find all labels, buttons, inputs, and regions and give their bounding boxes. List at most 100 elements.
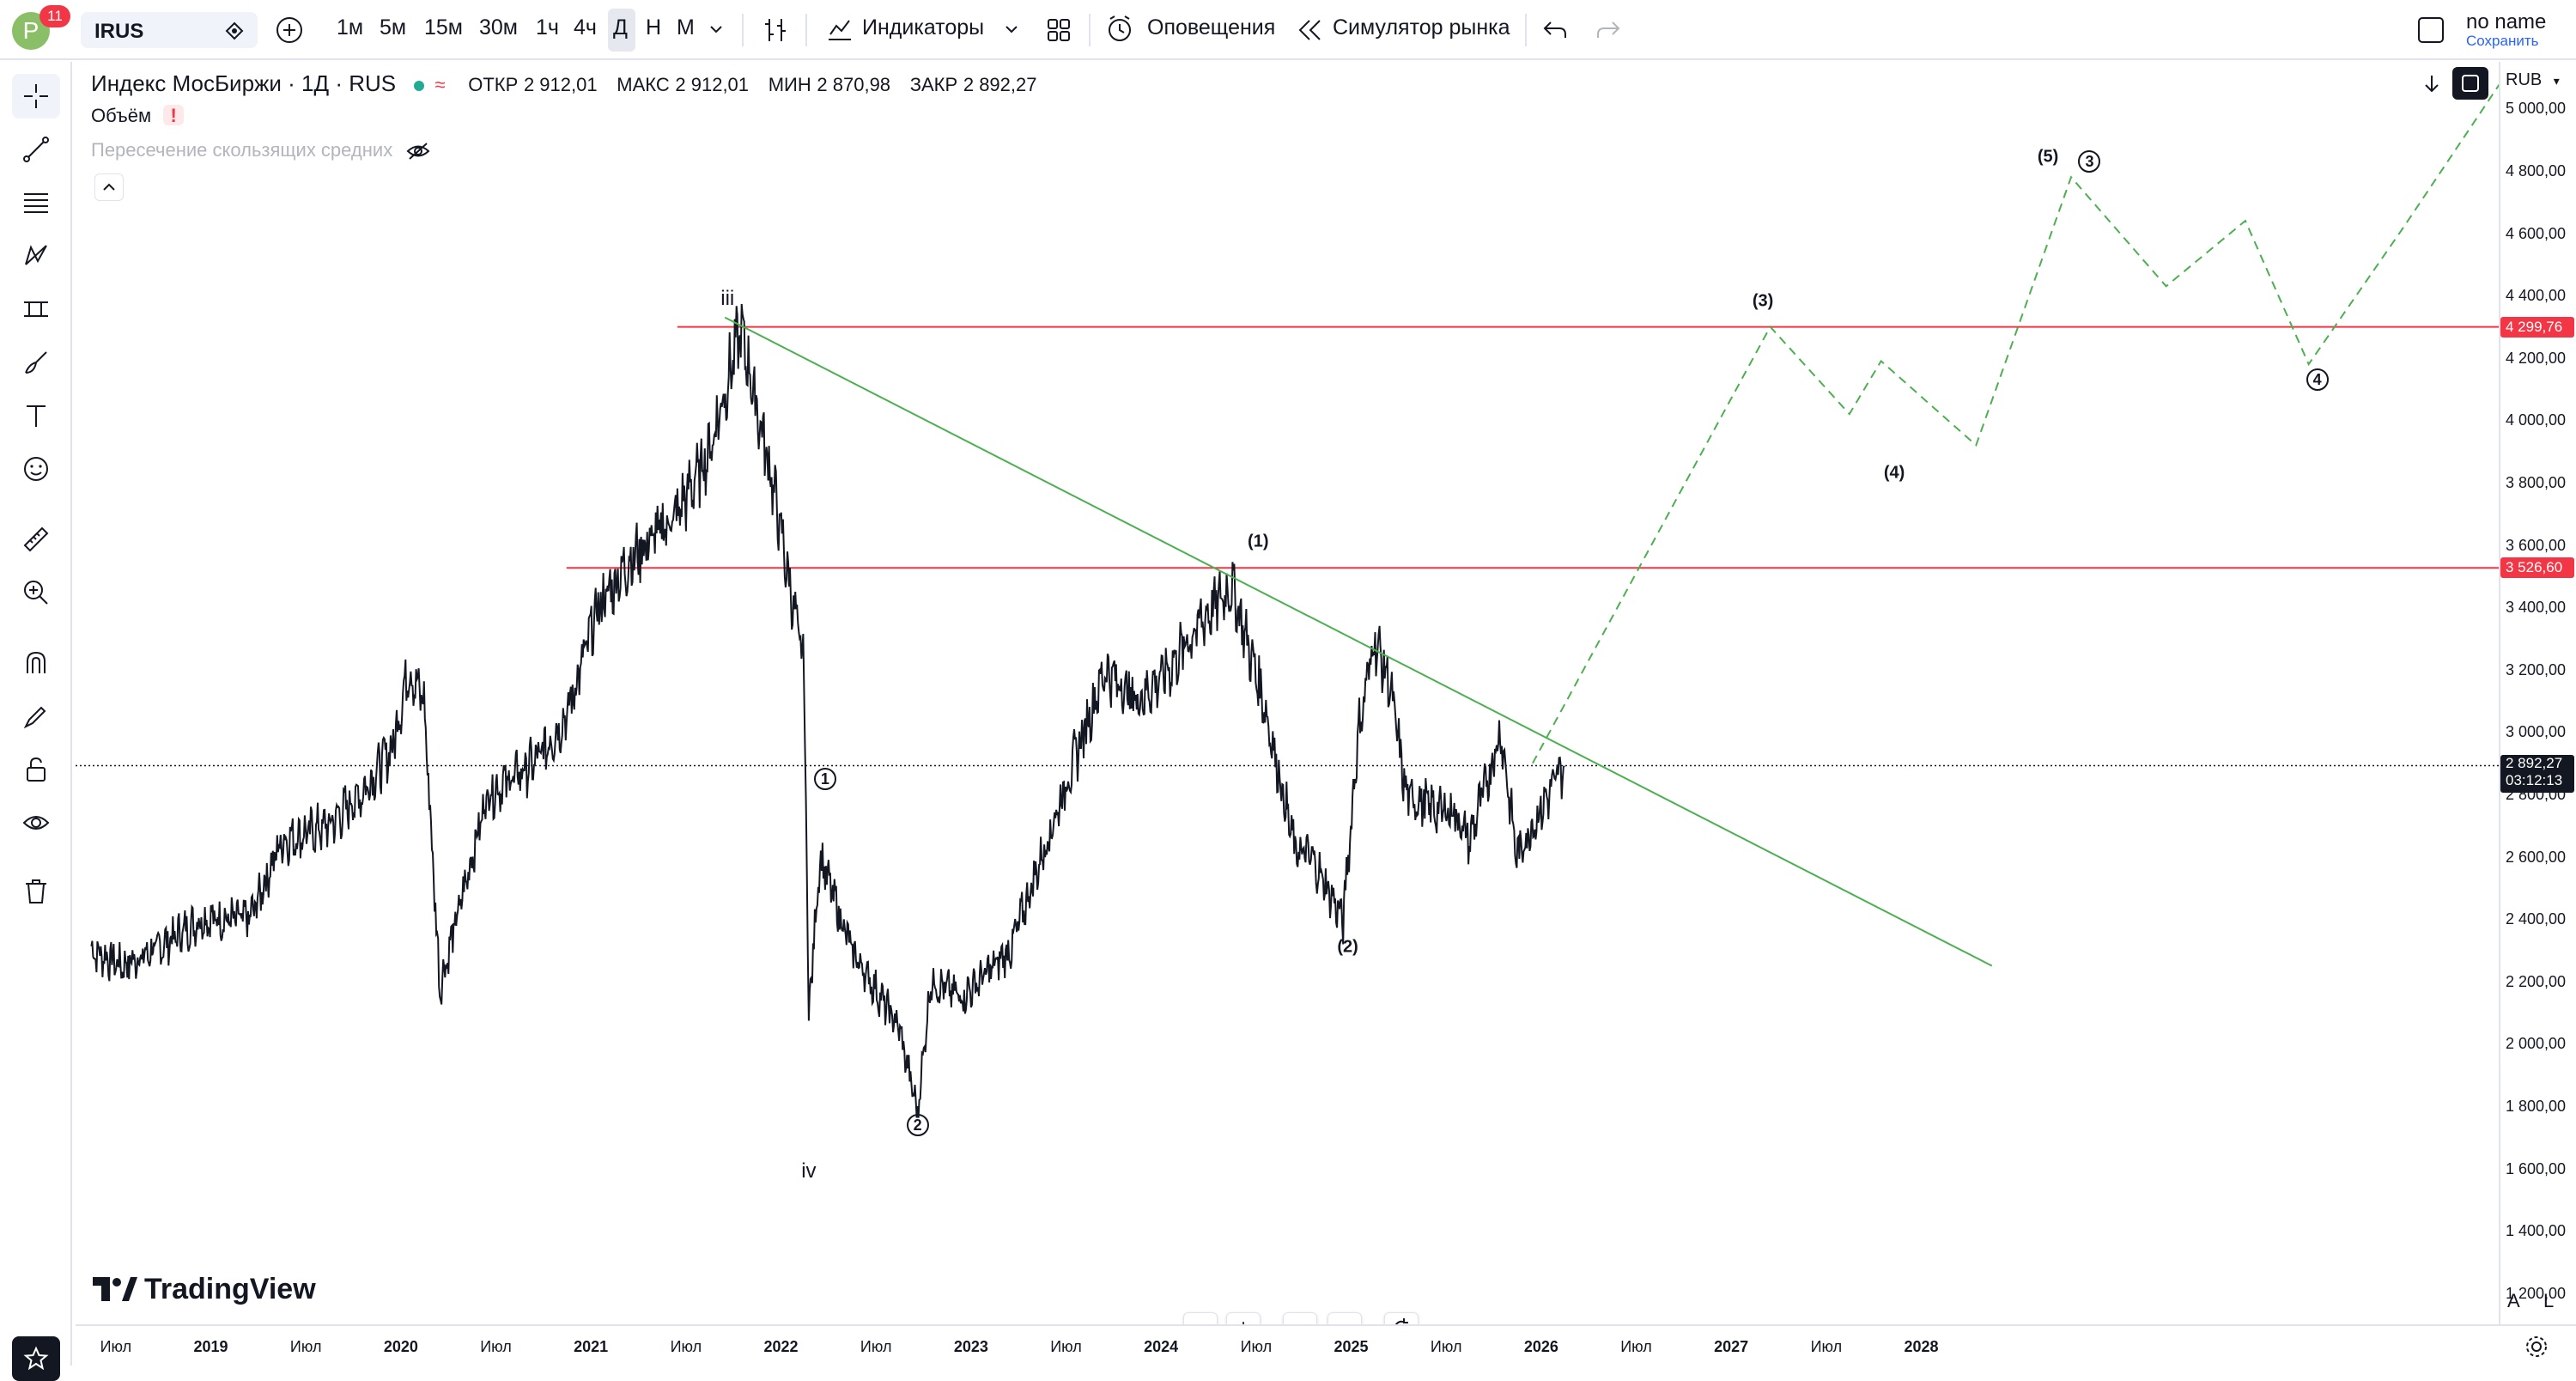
emoji-tool[interactable] (12, 447, 60, 491)
favorites-tool[interactable] (12, 1336, 60, 1381)
fib-tool[interactable] (12, 180, 60, 225)
symbol-search[interactable]: IRUS (81, 12, 258, 48)
magnet-tool[interactable] (12, 641, 60, 685)
level-price-label: 4 299,76 (2500, 316, 2574, 338)
data-delay-icon[interactable]: ≈ (434, 74, 446, 95)
pattern-tool[interactable] (12, 234, 60, 278)
chart-canvas[interactable] (76, 62, 2499, 1324)
price-tick: 1 400,00 (2506, 1222, 2567, 1240)
log-scale-button[interactable]: L (2543, 1290, 2555, 1311)
magnet-icon (27, 651, 46, 673)
hidden-eye-icon[interactable] (406, 142, 430, 161)
timeframe-5m[interactable]: 5м (380, 15, 407, 40)
save-layout-link[interactable]: Сохранить (2466, 33, 2539, 49)
wave-label-1[interactable]: (1) (1248, 532, 1269, 551)
low-value: 2 870,98 (817, 74, 891, 95)
trash-icon (26, 879, 46, 903)
chart-settings-icon[interactable] (2524, 1335, 2549, 1359)
timeframe-week[interactable]: Н (646, 15, 662, 40)
ruler-tool[interactable] (12, 517, 60, 562)
indicators-icon[interactable] (826, 15, 854, 43)
star-icon (23, 1346, 49, 1371)
replay-rewind-icon[interactable] (1297, 17, 1324, 43)
wave-label-circle-1[interactable]: 1 (813, 767, 836, 790)
volume-error-icon[interactable]: ! (163, 105, 185, 126)
open-value: 2 912,01 (523, 74, 598, 95)
time-tick: Июл (289, 1338, 322, 1355)
tradingview-logo[interactable]: TradingView (93, 1273, 316, 1306)
high-value: 2 912,01 (675, 74, 750, 95)
time-tick: 2028 (1904, 1338, 1939, 1355)
bar-style-icon[interactable] (762, 15, 788, 45)
symbol-info-icon[interactable] (225, 21, 244, 40)
crosshair-tool[interactable] (12, 74, 60, 119)
remove-drawings-tool[interactable] (12, 869, 60, 914)
auto-scale-button[interactable]: A (2507, 1290, 2520, 1311)
compare-symbol-icon[interactable] (275, 15, 304, 45)
layout-grid-icon[interactable] (1046, 17, 1072, 43)
wave-label-2[interactable]: (2) (1337, 937, 1358, 957)
price-tick: 5 000,00 (2506, 100, 2567, 118)
zoom-out-button[interactable]: − (1183, 1312, 1218, 1324)
lock-drawings-tool[interactable] (12, 694, 60, 739)
time-tick: Июл (1620, 1338, 1652, 1355)
timeframe-4h[interactable]: 4ч (574, 15, 597, 40)
price-tick: 3 800,00 (2506, 474, 2567, 491)
wave-label-circle-4[interactable]: 4 (2306, 368, 2329, 392)
reset-chart-button[interactable] (1384, 1312, 1419, 1324)
wave-label-5[interactable]: (5) (2037, 147, 2059, 167)
ma-cross-legend[interactable]: Пересечение скользящих средних (91, 139, 430, 161)
timeframe-dropdown-icon[interactable] (709, 24, 723, 34)
measure-tool[interactable] (12, 287, 60, 332)
price-axis[interactable]: RUB ▾ 5 000,00 4 800,00 4 600,00 4 400,00 4 … (2499, 62, 2576, 1324)
wave-label-4[interactable]: (4) (1883, 463, 1905, 483)
time-axis[interactable]: Июл 2019 Июл 2020 Июл 2021 Июл 2022 Июл 2023 Июл 20… (76, 1324, 2576, 1366)
brush-tool[interactable] (12, 340, 60, 385)
close-value: 2 892,27 (963, 74, 1037, 95)
price-tick: 4 200,00 (2506, 349, 2567, 367)
timeframe-month[interactable]: М (677, 15, 695, 40)
trendline-tool[interactable] (12, 127, 60, 172)
price-tick: 2 600,00 (2506, 848, 2567, 866)
wave-label-iii[interactable]: iii (720, 286, 735, 310)
currency-selector[interactable]: RUB ▾ (2506, 70, 2560, 90)
scroll-to-latest-button[interactable] (2415, 67, 2449, 100)
lock-tool[interactable] (12, 747, 60, 792)
scroll-left-button[interactable]: ‹ (1283, 1312, 1317, 1324)
collapse-legend-button[interactable] (94, 173, 124, 201)
timeframe-30m[interactable]: 30м (479, 15, 518, 40)
alerts-button[interactable]: Оповещения (1147, 15, 1276, 40)
chart-pane[interactable]: Индекс МосБиржи · 1Д · RUS ≈ ОТКР 2 912,… (76, 62, 2499, 1324)
price-series-layer (90, 303, 1565, 1118)
layout-name[interactable]: no name (2466, 10, 2547, 33)
hide-drawings-tool[interactable] (12, 800, 60, 845)
chevron-down-icon: ▾ (2553, 74, 2560, 88)
replay-button[interactable]: Симулятор рынка (1333, 15, 1510, 40)
wave-label-circle-3[interactable]: 3 (2078, 150, 2101, 173)
alert-clock-icon[interactable] (1106, 14, 1135, 45)
indicators-button[interactable]: Индикаторы (862, 15, 985, 40)
indicators-dropdown-icon[interactable] (1005, 24, 1018, 34)
layout-checkbox-icon[interactable] (2416, 15, 2445, 45)
maximize-chart-button[interactable] (2452, 67, 2488, 100)
text-tool[interactable] (12, 393, 60, 438)
wave-label-3[interactable]: (3) (1752, 291, 1774, 311)
timeframe-15m[interactable]: 15м (424, 15, 463, 40)
zoom-in-button[interactable]: + (1226, 1312, 1261, 1324)
scroll-right-button[interactable]: › (1327, 1312, 1362, 1324)
tradingview-wordmark: TradingView (144, 1273, 316, 1305)
wave-label-iv[interactable]: iv (801, 1159, 817, 1183)
redo-icon[interactable] (1595, 19, 1621, 41)
wave-label-circle-2[interactable]: 2 (906, 1113, 929, 1136)
levels-layer (76, 325, 2499, 767)
time-tick: 2021 (574, 1338, 609, 1355)
symbol-title[interactable]: Индекс МосБиржи · 1Д · RUS (91, 70, 397, 96)
zoom-tool[interactable] (12, 570, 60, 615)
timeframe-1h[interactable]: 1ч (536, 15, 559, 40)
volume-legend[interactable]: Объём ! (91, 105, 185, 127)
time-tick: Июл (1810, 1338, 1843, 1355)
price-tick: 1 200,00 (2506, 1284, 2567, 1302)
timeframe-1m[interactable]: 1м (337, 15, 364, 40)
undo-icon[interactable] (1542, 19, 1568, 41)
timeframe-day[interactable]: Д (613, 15, 628, 40)
